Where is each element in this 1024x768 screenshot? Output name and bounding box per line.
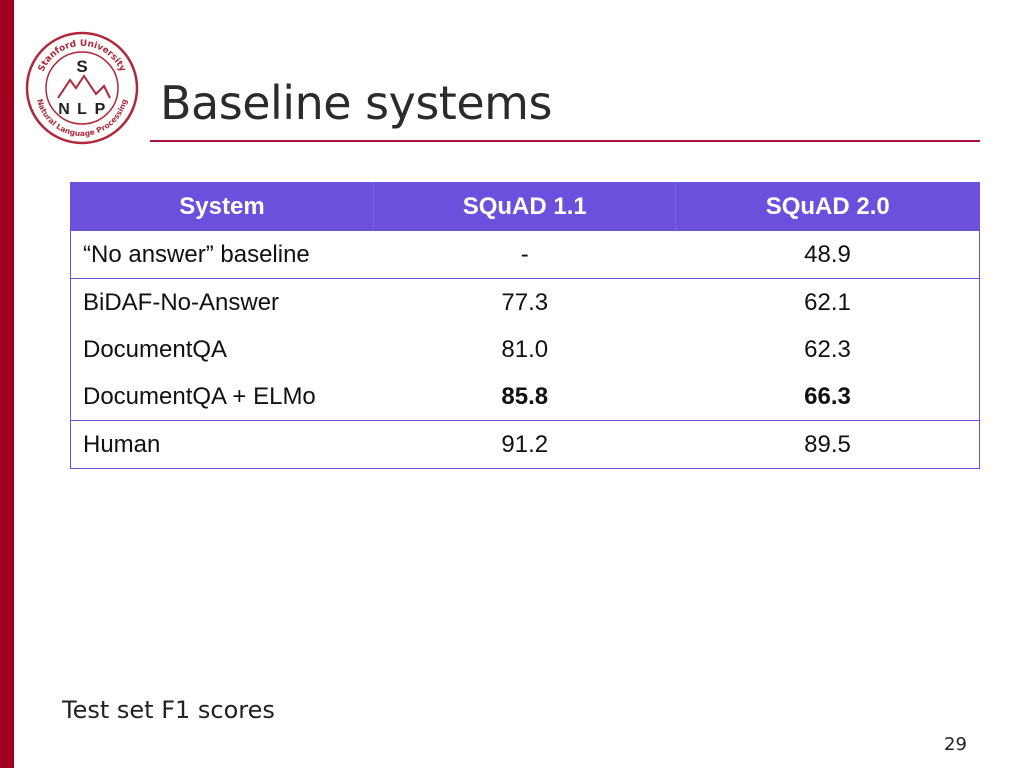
logo-mountain-icon bbox=[57, 74, 111, 99]
table-row: DocumentQA + ELMo 85.8 66.3 bbox=[70, 373, 980, 421]
header-squad11: SQuAD 1.1 bbox=[372, 182, 676, 231]
logo-letter-p: P bbox=[95, 101, 106, 118]
cell-squad20: 62.1 bbox=[804, 288, 851, 316]
cell-squad20-best: 66.3 bbox=[675, 373, 980, 421]
cell-system: “No answer” baseline bbox=[70, 231, 374, 279]
cell-squad20: 48.9 bbox=[675, 231, 980, 279]
cell-squad11: 77.3 bbox=[501, 288, 549, 316]
logo-letter-l: L bbox=[77, 101, 87, 118]
cell-squad11: - bbox=[373, 231, 676, 279]
cell-squad11: 81.0 bbox=[501, 335, 549, 363]
logo-letter-s: S bbox=[76, 57, 87, 76]
cell-squad11: 91.2 bbox=[501, 430, 549, 458]
results-table: System SQuAD 1.1 SQuAD 2.0 “No answer” b… bbox=[70, 182, 980, 469]
cell-squad20: 62.3 bbox=[804, 335, 851, 363]
left-accent-bar bbox=[0, 0, 14, 768]
cell-system: DocumentQA bbox=[83, 335, 228, 363]
cell-system: DocumentQA + ELMo bbox=[70, 373, 374, 421]
table-row: DocumentQA 81.0 62.3 bbox=[71, 326, 980, 373]
cell-squad11-best: 85.8 bbox=[373, 373, 676, 421]
table-row: Human 91.2 89.5 bbox=[71, 421, 980, 469]
logo-letter-n: N bbox=[58, 101, 70, 118]
slide-title: Baseline systems bbox=[160, 76, 552, 130]
title-divider bbox=[150, 140, 980, 142]
table-header-row: System SQuAD 1.1 SQuAD 2.0 bbox=[70, 182, 980, 231]
stanford-nlp-logo: Stanford University Natural Language Pro… bbox=[25, 31, 139, 145]
cell-system: Human bbox=[83, 430, 161, 458]
header-system: System bbox=[70, 182, 374, 231]
table-row: “No answer” baseline - 48.9 bbox=[70, 231, 980, 279]
cell-system: BiDAF-No-Answer bbox=[83, 288, 280, 316]
cell-squad20: 89.5 bbox=[804, 430, 851, 458]
table-row: BiDAF-No-Answer 77.3 62.1 bbox=[71, 279, 980, 327]
table-caption: Test set F1 scores bbox=[62, 696, 275, 724]
page-number: 29 bbox=[944, 734, 967, 755]
header-squad20: SQuAD 2.0 bbox=[675, 182, 980, 231]
